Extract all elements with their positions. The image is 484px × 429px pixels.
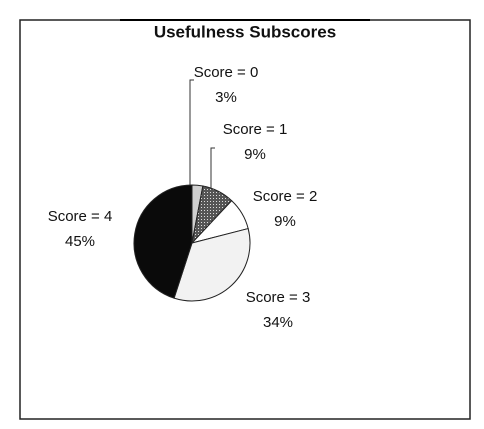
value-label: 34% xyxy=(263,314,293,331)
value-label: 9% xyxy=(244,146,266,163)
slice-label: Score = 3 xyxy=(246,289,311,306)
pie-slice xyxy=(173,227,251,302)
slice-label: Score = 2 xyxy=(253,188,318,205)
value-label: 9% xyxy=(274,213,296,230)
leader-line xyxy=(210,147,215,192)
slice-label: Score = 4 xyxy=(48,208,113,225)
slice-label: Score = 1 xyxy=(223,121,288,138)
chart-title: Usefulness Subscores xyxy=(154,22,336,41)
pie-slice xyxy=(133,184,193,299)
value-label: 3% xyxy=(215,89,237,106)
value-label: 45% xyxy=(65,233,95,250)
slice-label: Score = 0 xyxy=(194,64,259,81)
leader-line xyxy=(189,79,194,185)
